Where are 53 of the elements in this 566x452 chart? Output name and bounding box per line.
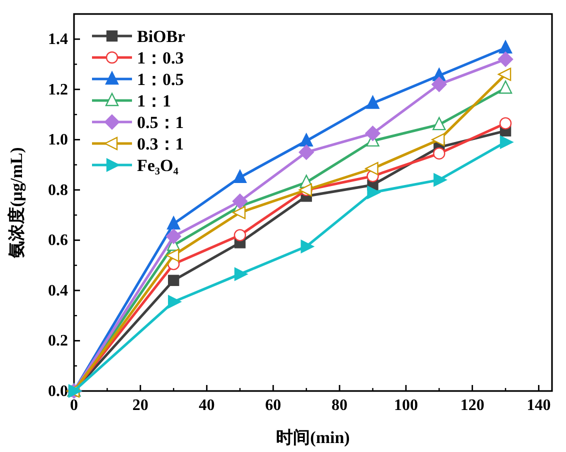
x-tick-label: 0 — [70, 397, 78, 414]
legend-label: 1：0.5 — [137, 70, 184, 89]
point — [232, 194, 248, 209]
x-tick-label: 60 — [265, 397, 282, 414]
x-tick-label: 20 — [132, 397, 148, 414]
y-axis-title: 氨浓度(μg/mL) — [7, 147, 26, 259]
point — [300, 240, 314, 254]
y-tick-label: 1.0 — [48, 132, 68, 149]
point — [166, 216, 180, 230]
point — [233, 170, 247, 183]
x-tick-label: 80 — [332, 397, 348, 414]
x-tick-label: 40 — [198, 397, 215, 414]
point — [434, 173, 447, 186]
x-tick-label: 140 — [526, 397, 551, 414]
legend-label: 0.5：1 — [137, 113, 184, 132]
legend-label: Fe₃O₄ — [137, 156, 178, 175]
point — [498, 80, 512, 94]
point — [166, 248, 180, 262]
point — [498, 52, 514, 67]
point — [498, 40, 512, 54]
point — [365, 126, 380, 141]
x-tick-label: 120 — [460, 397, 484, 414]
x-tick-label: 100 — [394, 397, 418, 414]
point — [432, 116, 446, 130]
legend-label: 1：1 — [137, 92, 171, 110]
point — [500, 136, 514, 149]
point — [366, 96, 380, 109]
point — [432, 133, 445, 146]
point — [234, 229, 246, 242]
point — [232, 206, 246, 220]
point — [365, 162, 378, 176]
legend-label: 0.3：1 — [137, 134, 184, 154]
point — [168, 295, 182, 308]
y-tick-label: 1.4 — [48, 31, 68, 48]
point — [367, 186, 380, 200]
point — [166, 228, 182, 244]
y-tick-label: 0.4 — [48, 282, 68, 300]
point — [300, 133, 313, 147]
point — [432, 76, 447, 92]
x-axis-title: 时间(min) — [276, 428, 350, 447]
legend-label: 1：0.3 — [137, 48, 184, 68]
legend-label: BiOBr — [137, 27, 186, 46]
point — [234, 268, 248, 281]
point — [168, 274, 180, 286]
y-tick-label: 0.8 — [48, 182, 68, 199]
point — [433, 147, 446, 160]
y-tick-label: 0.0 — [48, 383, 68, 400]
point — [499, 117, 512, 130]
y-tick-label: 0.6 — [48, 232, 68, 250]
point — [298, 144, 314, 160]
y-tick-label: 0.2 — [48, 332, 68, 350]
y-tick-label: 1.2 — [48, 81, 68, 98]
point — [498, 68, 512, 81]
